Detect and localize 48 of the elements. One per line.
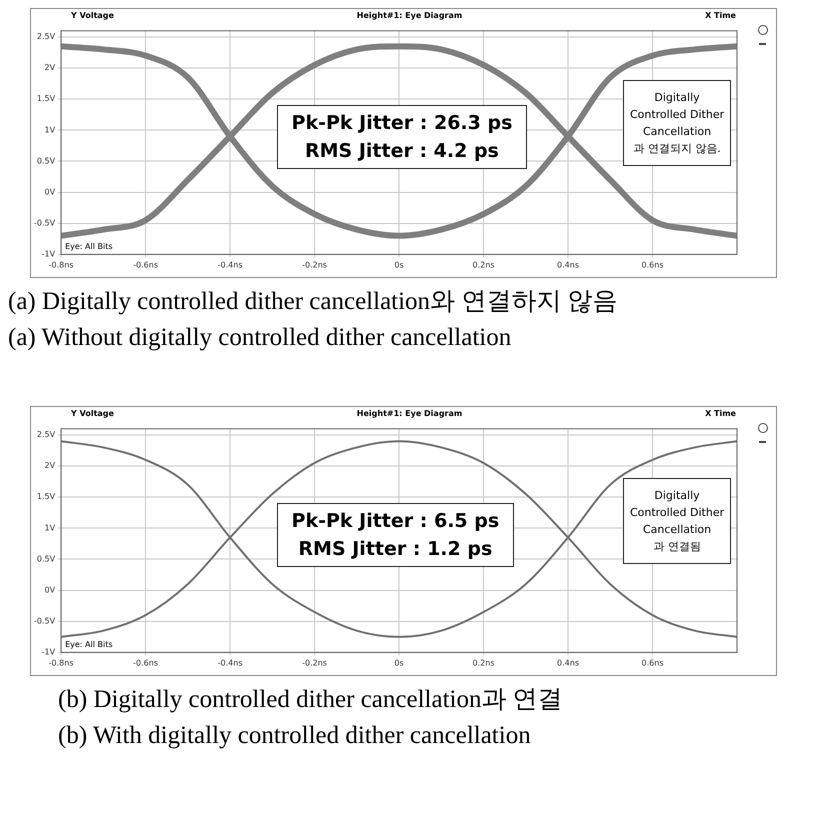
y-tick-label: 1V <box>44 125 56 134</box>
annotation: Eye: All Bits <box>65 242 113 252</box>
x-tick-label: -0.6ns <box>133 658 158 668</box>
x-tick-label: 0s <box>394 260 404 270</box>
y-tick-label: 1.5V <box>36 94 56 104</box>
x-tick-label: -0.6ns <box>133 260 158 270</box>
x-tick-label: -0.4ns <box>218 260 242 270</box>
x-tick-label: -0.2ns <box>302 260 327 270</box>
annotation: Digitally Controlled Dither Cancellation 과 연결됨 <box>622 478 732 564</box>
x-tick-label: 0.2ns <box>472 260 495 270</box>
text: (a) Digitally controlled dither cancellation와 연결하지 않음 <box>8 287 619 317</box>
annotation: Digitally Controlled Dither Cancellation 과 연결되지 않음. <box>622 80 732 166</box>
y-axis-title: Y Voltage <box>71 11 114 22</box>
text: (a) Without digitally controlled dither cancellation <box>8 323 512 353</box>
annotation: Pk-Pk Jitter : 6.5 ps RMS Jitter : 1.2 ps <box>276 502 514 567</box>
chart-title: Height#1: Eye Diagram <box>356 409 462 420</box>
y-tick-label: 2V <box>44 63 56 72</box>
text: (b) With digitally controlled dither cancellation <box>58 721 532 751</box>
y-tick-label: 2V <box>44 461 56 470</box>
x-tick-label: 0.6ns <box>642 260 664 270</box>
x-tick-label: 0.4ns <box>557 260 580 270</box>
x-tick-label: 0s <box>394 658 404 668</box>
x-tick-label: 0.2ns <box>472 658 495 668</box>
x-axis-title: X Time <box>705 11 736 22</box>
y-tick-label: 1.5V <box>36 492 56 502</box>
x-tick-label: 0.4ns <box>557 658 580 668</box>
y-tick-label: 1V <box>44 523 56 532</box>
y-tick-label: -0.5V <box>34 218 56 228</box>
x-tick-label: -0.8ns <box>48 658 74 668</box>
y-tick-label: 0.5V <box>36 554 56 564</box>
x-tick-label: -0.4ns <box>218 658 242 668</box>
x-tick-label: 0.6ns <box>642 658 664 668</box>
y-axis-title: Y Voltage <box>71 409 114 420</box>
text: (b) Digitally controlled dither cancellation과 연결 <box>58 685 564 715</box>
y-tick-label: 0V <box>44 187 56 196</box>
y-tick-label: -1V <box>42 647 56 656</box>
annotation: Pk-Pk Jitter : 26.3 ps RMS Jitter : 4.2 ps <box>276 104 528 169</box>
y-tick-label: 2.5V <box>36 430 56 440</box>
x-tick-label: -0.8ns <box>48 260 74 270</box>
y-tick-label: -0.5V <box>34 616 56 626</box>
annotation: Eye: All Bits <box>65 640 113 650</box>
y-tick-label: 2.5V <box>36 32 56 42</box>
y-tick-label: 0.5V <box>36 156 56 166</box>
x-tick-label: -0.2ns <box>302 658 327 668</box>
y-tick-label: 0V <box>44 585 56 594</box>
x-axis-title: X Time <box>705 409 736 420</box>
y-tick-label: -1V <box>42 249 56 258</box>
chart-title: Height#1: Eye Diagram <box>356 11 462 22</box>
